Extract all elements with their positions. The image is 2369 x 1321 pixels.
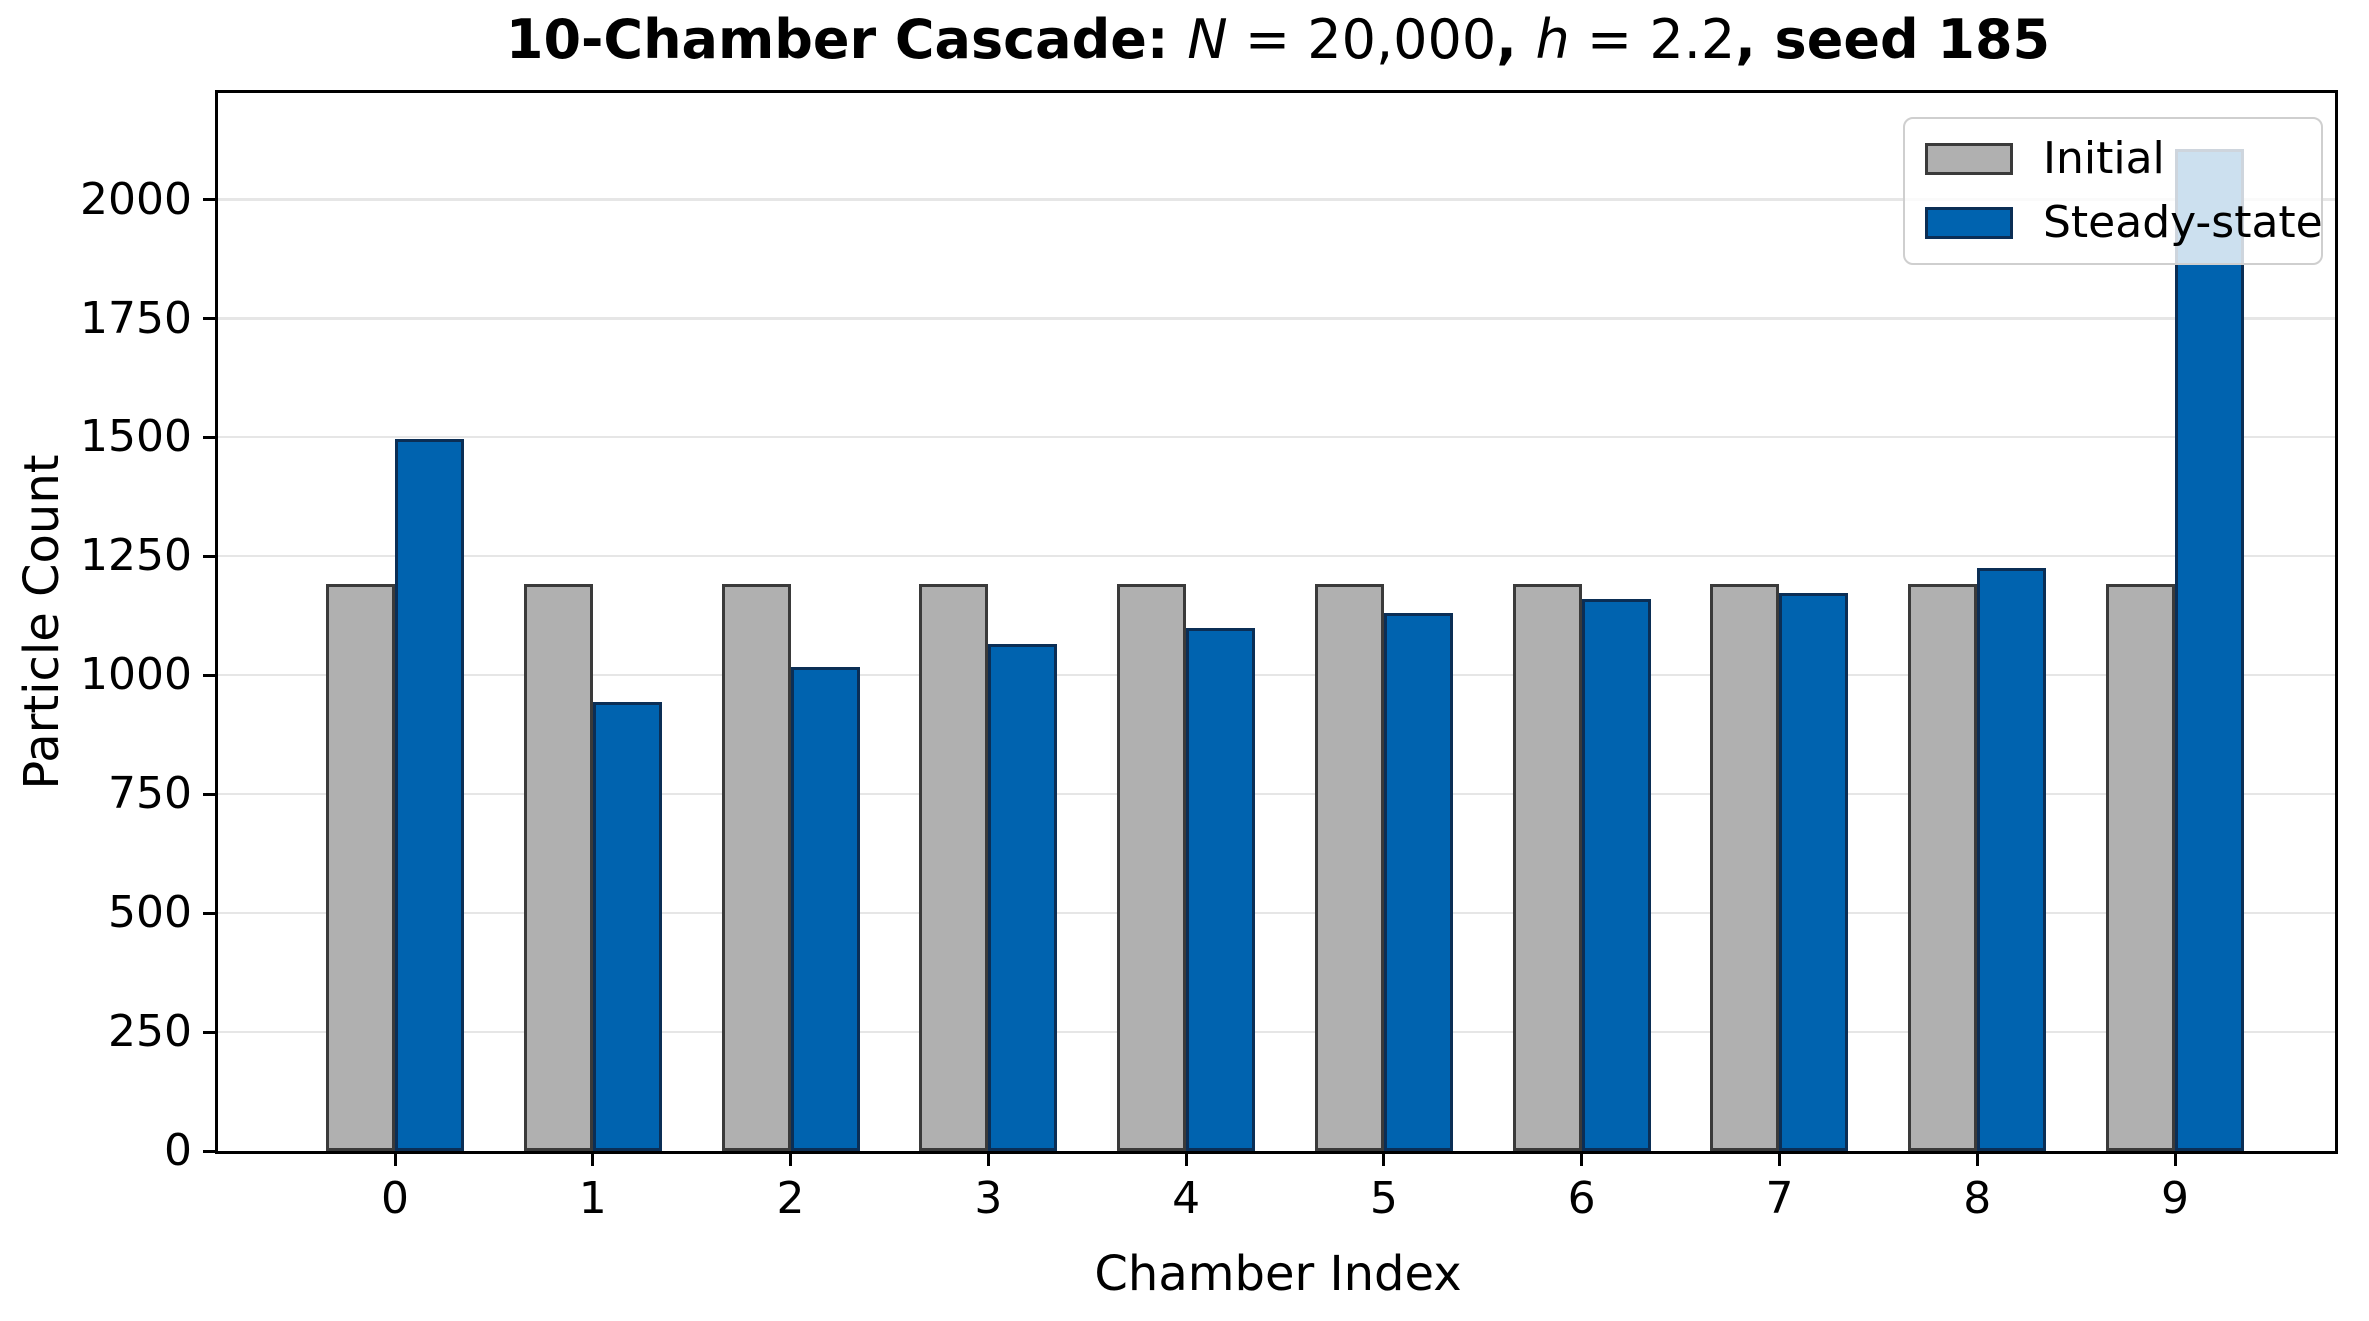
bar-steady-state-3 xyxy=(988,643,1058,1151)
bar-initial-3 xyxy=(919,583,989,1151)
title-segment: N xyxy=(1187,8,1228,71)
x-tick-label: 9 xyxy=(2161,1173,2190,1224)
title-segment: , seed 185 xyxy=(1735,8,2051,71)
y-tick-mark xyxy=(203,435,215,439)
gridline xyxy=(218,911,2335,915)
y-tick-label: 1500 xyxy=(80,411,192,463)
gridline xyxy=(218,198,2335,201)
x-tick-mark xyxy=(1580,1154,1584,1166)
title-segment: = 20,000 xyxy=(1227,8,1497,71)
bar-initial-8 xyxy=(1908,583,1978,1151)
x-tick-label: 0 xyxy=(381,1173,409,1224)
bar-initial-5 xyxy=(1314,583,1384,1151)
gridline xyxy=(218,435,2335,439)
x-tick-label: 1 xyxy=(578,1173,607,1224)
gridline xyxy=(218,554,2335,558)
x-tick-mark xyxy=(591,1154,595,1166)
bar-initial-0 xyxy=(326,583,395,1151)
y-tick-mark xyxy=(203,792,215,796)
x-tick-label: 8 xyxy=(1963,1173,1992,1224)
y-axis-label: Particle Count xyxy=(14,454,70,790)
bar-steady-state-1 xyxy=(592,702,662,1151)
legend-swatch-initial xyxy=(1925,143,2013,175)
y-tick-label: 2000 xyxy=(80,173,192,225)
bar-steady-state-2 xyxy=(790,667,860,1151)
y-tick-mark xyxy=(203,317,215,320)
y-tick-mark xyxy=(203,554,215,558)
y-tick-label: 500 xyxy=(108,887,192,939)
y-tick-mark xyxy=(203,1149,215,1153)
bar-initial-4 xyxy=(1117,583,1187,1151)
legend-label: Initial xyxy=(2043,133,2165,184)
gridline xyxy=(218,792,2335,796)
gridline xyxy=(218,1030,2335,1034)
y-tick-mark xyxy=(203,1030,215,1034)
plot-area: Initial Steady-state 0 250 500 750 1000 1250 15… xyxy=(80,90,2338,1221)
x-tick-mark xyxy=(1777,1154,1781,1166)
bar-steady-state-7 xyxy=(1779,592,1849,1151)
title-segment: h xyxy=(1535,8,1570,71)
x-tick-mark xyxy=(1382,1154,1386,1166)
y-tick-label: 250 xyxy=(108,1006,192,1058)
legend-item-initial: Initial xyxy=(1925,135,2301,183)
bar-steady-state-4 xyxy=(1186,628,1256,1151)
bar-initial-1 xyxy=(523,583,593,1151)
x-tick-mark xyxy=(1975,1154,1979,1166)
x-tick-mark xyxy=(986,1154,990,1166)
title-segment: = 2.2 xyxy=(1569,8,1736,71)
y-tick-label: 0 xyxy=(164,1125,192,1176)
y-tick-mark xyxy=(203,673,215,677)
x-tick-mark xyxy=(1184,1154,1188,1166)
x-tick-label: 3 xyxy=(974,1173,1003,1224)
bar-initial-9 xyxy=(2106,583,2176,1151)
bar-steady-state-9 xyxy=(2175,148,2245,1151)
y-tick-label: 1250 xyxy=(80,530,192,582)
x-tick-mark xyxy=(789,1154,793,1166)
bar-initial-6 xyxy=(1512,583,1582,1151)
bar-initial-7 xyxy=(1710,583,1780,1151)
x-tick-mark xyxy=(2173,1154,2177,1166)
legend-item-steady-state: Steady-state xyxy=(1925,199,2323,247)
bar-initial-2 xyxy=(721,583,791,1151)
y-tick-label: 750 xyxy=(108,768,192,820)
chart-title: 10-Chamber Cascade: N = 20,000, h = 2.2,… xyxy=(218,8,2338,72)
bar-steady-state-8 xyxy=(1977,567,2047,1151)
y-tick-label: 1750 xyxy=(80,292,192,344)
y-tick-mark xyxy=(203,911,215,915)
title-segment: 10-Chamber Cascade: xyxy=(505,8,1188,71)
x-tick-label: 2 xyxy=(776,1173,805,1224)
legend-swatch-steady-state xyxy=(1925,207,2013,239)
gridline xyxy=(218,673,2335,677)
x-tick-label: 7 xyxy=(1765,1173,1794,1224)
x-tick-mark xyxy=(393,1154,397,1166)
gridline xyxy=(218,317,2335,320)
title-segment: , xyxy=(1496,8,1536,71)
legend: Initial Steady-state xyxy=(1903,117,2323,265)
bar-steady-state-0 xyxy=(395,438,464,1151)
bar-steady-state-5 xyxy=(1383,613,1453,1151)
y-tick-label: 1000 xyxy=(80,649,192,701)
bar-steady-state-6 xyxy=(1581,599,1651,1151)
y-tick-mark xyxy=(203,198,215,202)
x-tick-label: 4 xyxy=(1172,1173,1201,1224)
x-axis-label: Chamber Index xyxy=(1094,1246,1462,1302)
x-tick-label: 5 xyxy=(1369,1173,1398,1224)
legend-label: Steady-state xyxy=(2043,197,2323,248)
x-tick-label: 6 xyxy=(1567,1173,1596,1224)
